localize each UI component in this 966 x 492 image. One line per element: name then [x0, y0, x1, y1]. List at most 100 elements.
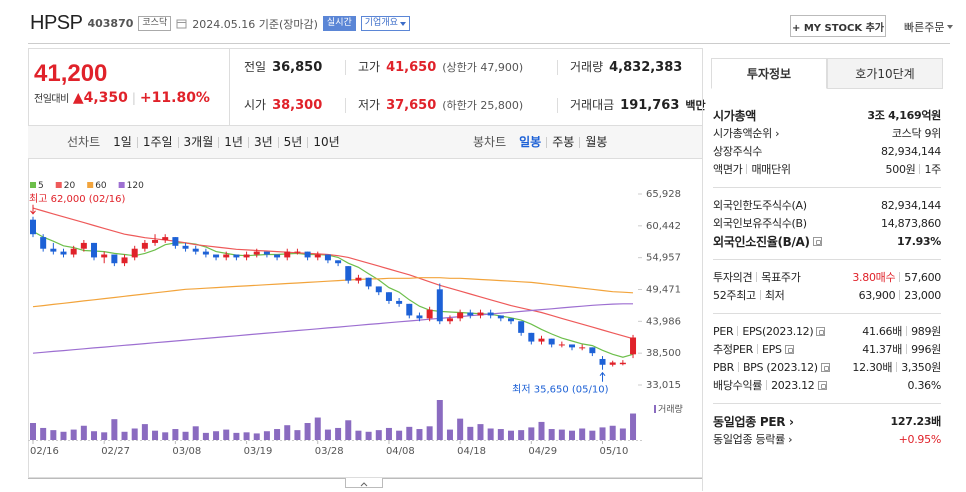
volume-bar — [385, 427, 392, 440]
candle-body — [182, 245, 189, 249]
moving-average-line — [32, 277, 634, 308]
separator — [759, 290, 761, 300]
legend-label: 120 — [127, 181, 144, 191]
volume-bar — [233, 432, 240, 440]
period-tab[interactable]: 월봉 — [579, 136, 612, 148]
mystock-button[interactable]: + MY STOCK 추가 — [790, 15, 886, 37]
value-text: 3,350원 — [901, 361, 941, 374]
invest-tabs: 투자정보 호가10단계 — [711, 58, 943, 89]
invest-row: 배당수익률 2023.12 0.36% — [713, 376, 941, 394]
label-text: 상장주식수 — [713, 145, 763, 158]
arrow — [599, 371, 606, 382]
row-label: 시가총액순위 › — [713, 125, 780, 141]
period-tab[interactable]: 3년 — [247, 136, 278, 148]
row-label: 동일업종 등락률 › — [713, 431, 793, 447]
separator — [906, 326, 908, 336]
help-icon[interactable] — [816, 326, 826, 336]
value-text: 989원 — [911, 325, 941, 338]
volume-bar — [446, 429, 453, 440]
volume-bar — [507, 430, 514, 440]
legend-swatch — [30, 182, 36, 188]
y-tick-label: 60,442 — [646, 221, 681, 232]
candle-body — [619, 362, 626, 365]
invest-group: PER EPS(2023.12) 41.66배 989원 추정PER EPS 41.37배 9… — [713, 314, 941, 404]
candle-body — [487, 312, 494, 316]
value-text: 1주 — [924, 163, 941, 176]
separator — [746, 164, 748, 174]
candle-body — [233, 254, 240, 258]
invest-row: 외국인소진율(B/A) 17.93% — [713, 232, 941, 250]
help-icon[interactable] — [812, 236, 822, 246]
candle-body — [30, 219, 36, 235]
label-text: 투자의견 — [713, 271, 753, 284]
quote-label: 시가 — [244, 97, 267, 112]
mystock-label: + MY STOCK 추가 — [791, 22, 885, 34]
volume-bar — [263, 431, 270, 440]
tab-group-label: 봉차트 — [473, 134, 507, 149]
help-icon[interactable] — [784, 344, 794, 354]
quote-row: 시가 38,300 저가 37,650 (하한가 25,800) 거래대금 191,763 백… — [230, 86, 706, 124]
tab-group-label: 선차트 — [67, 134, 101, 149]
moving-average-line — [32, 303, 633, 354]
row-label: 외국인한도주식수(A) — [713, 197, 807, 213]
y-tick-label: 54,957 — [646, 253, 681, 264]
legend-label: 20 — [64, 181, 76, 191]
quote-cell: 거래량 4,832,383 — [557, 59, 702, 75]
candle-body — [80, 242, 87, 249]
invest-row: 투자의견 목표주가 3.80매수 57,600 — [713, 268, 941, 286]
invest-row: PER EPS(2023.12) 41.66배 989원 — [713, 322, 941, 340]
quote-cell: 시가 38,300 — [230, 98, 345, 113]
volume-bar — [101, 432, 108, 440]
quote-cell: 거래대금 191,763 백만 — [557, 97, 706, 113]
candle-body — [131, 248, 138, 258]
period-tab[interactable]: 주봉 — [546, 136, 579, 148]
help-icon[interactable] — [820, 362, 830, 372]
separator — [737, 326, 739, 336]
period-tab[interactable]: 5년 — [277, 136, 308, 148]
realtime-badge[interactable]: 실시간 — [322, 16, 356, 31]
candle-body — [355, 277, 362, 281]
calendar-icon — [176, 19, 187, 29]
separator — [906, 344, 908, 354]
invest-tab[interactable]: 투자정보 — [711, 58, 827, 89]
invest-group: 외국인한도주식수(A) 82,934,144 외국인보유주식수(B) 14,873,8… — [713, 188, 941, 260]
quote-note: (상한가 47,900) — [442, 60, 524, 74]
row-value: 14,873,860 — [881, 217, 941, 230]
stock-name: HPSP — [30, 12, 83, 34]
candle-body — [111, 254, 118, 264]
price-box: 41,200 전일대비 ▲4,350 | +11.80% — [28, 48, 230, 125]
volume-bar — [162, 432, 169, 440]
period-tab[interactable]: 3개월 — [177, 136, 219, 148]
x-tick-label: 02/16 — [30, 446, 59, 457]
period-tab[interactable]: 일봉 — [519, 134, 542, 149]
row-value: 41.37배 996원 — [862, 341, 941, 357]
collapse-button[interactable] — [345, 478, 383, 488]
period-tab[interactable]: 1주일 — [136, 136, 178, 148]
period-tab[interactable]: 10년 — [307, 136, 344, 148]
help-icon[interactable] — [817, 380, 827, 390]
row-value: 0.36% — [908, 379, 942, 392]
label-text: 매매단위 — [751, 163, 791, 176]
value-text: 3.80매수 — [852, 271, 896, 284]
quote-note: (하한가 25,800) — [442, 98, 524, 112]
legend-swatch — [87, 182, 94, 188]
invest-row: 시가총액 3조 4,169억원 — [713, 106, 941, 124]
quick-order-label: 빠른주문 — [904, 21, 945, 34]
line-chart-tabs: 선차트 1일 1주일 3개월 1년 3년 5년 10년 — [62, 126, 345, 158]
x-tick-label: 05/10 — [600, 446, 629, 457]
period-tab[interactable]: 1일 — [113, 134, 132, 149]
quick-order-button[interactable]: 빠른주문 — [904, 19, 954, 35]
candle-body — [426, 309, 433, 319]
company-info-button[interactable]: 기업개요 — [360, 16, 410, 31]
legend-swatch — [118, 182, 125, 188]
change-percent: +11.80% — [139, 90, 210, 106]
quote-value: 36,850 — [272, 59, 323, 75]
period-tab[interactable]: 1년 — [218, 136, 248, 148]
separator — [919, 164, 921, 174]
quote-unit: 백만 — [685, 98, 706, 112]
label-text: EPS(2023.12) — [742, 324, 814, 338]
quote-cell: 전일 36,850 — [230, 60, 345, 75]
invest-tab[interactable]: 호가10단계 — [827, 58, 943, 89]
quote-value: 38,300 — [272, 97, 323, 113]
